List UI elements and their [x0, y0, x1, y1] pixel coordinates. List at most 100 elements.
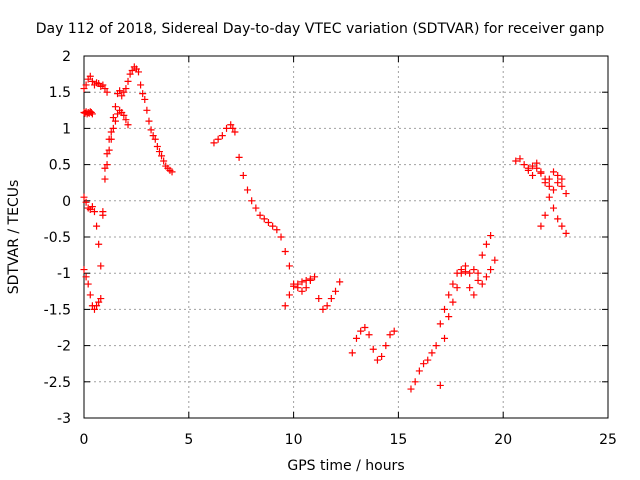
data-point — [145, 117, 153, 125]
data-point — [554, 215, 562, 223]
data-point — [134, 68, 142, 76]
data-point — [445, 313, 453, 321]
data-point — [285, 262, 293, 270]
data-point — [441, 334, 449, 342]
data-point — [457, 269, 465, 277]
data-point — [122, 116, 130, 124]
data-point — [107, 128, 115, 136]
series-pass-b — [80, 108, 96, 118]
data-point — [269, 222, 277, 230]
data-point — [487, 266, 495, 274]
data-point — [256, 211, 264, 219]
data-point — [520, 161, 528, 169]
data-point — [93, 222, 101, 230]
data-point — [545, 193, 553, 201]
data-point — [126, 70, 134, 78]
data-point — [306, 275, 314, 283]
axis-ticks: 0 5 10 15 20 25 -3 -2.5 -2 -1.5 -1 -0.5 0 0.5 1 1.5 2 — [44, 49, 617, 448]
data-point — [86, 291, 94, 299]
data-point — [153, 143, 161, 150]
x-tick-label: 20 — [494, 432, 512, 448]
data-point — [109, 124, 117, 132]
data-point — [229, 124, 237, 132]
data-point — [86, 72, 94, 80]
x-axis-label: GPS time / hours — [287, 458, 404, 474]
data-point — [491, 256, 499, 264]
data-point — [482, 240, 490, 248]
data-point — [558, 175, 566, 183]
data-point — [87, 108, 95, 116]
series-pass-f — [281, 275, 314, 310]
x-tick-label: 25 — [599, 432, 617, 448]
data-point — [149, 132, 157, 140]
data-point — [436, 320, 444, 328]
data-point — [311, 273, 319, 281]
data-point — [124, 121, 132, 129]
data-point — [111, 117, 119, 125]
y-tick-label: -1 — [57, 266, 71, 282]
data-point — [285, 291, 293, 299]
data-point — [243, 186, 251, 194]
data-point — [390, 327, 398, 335]
data-point — [103, 161, 111, 169]
data-point — [436, 381, 444, 389]
series-pass-d — [80, 106, 132, 313]
data-point — [466, 269, 474, 277]
data-point — [420, 360, 428, 368]
data-point — [231, 128, 239, 136]
data-point — [357, 327, 365, 335]
data-point — [298, 278, 306, 286]
data-point — [478, 251, 486, 259]
data-point — [235, 153, 243, 161]
data-point — [116, 87, 124, 95]
x-tick-label: 5 — [184, 432, 193, 448]
series-pass-k — [537, 193, 570, 237]
data-point — [537, 168, 545, 176]
data-point — [101, 85, 109, 93]
data-point — [302, 284, 310, 292]
data-point — [461, 262, 469, 270]
data-point — [428, 349, 436, 357]
data-point — [302, 276, 310, 284]
y-tick-label: -0.5 — [44, 230, 71, 246]
data-point — [239, 171, 247, 179]
data-point — [82, 81, 90, 89]
data-point — [512, 157, 520, 165]
data-point — [533, 159, 541, 167]
data-point — [120, 111, 128, 119]
data-point — [124, 77, 132, 85]
data-point — [482, 273, 490, 281]
data-point — [248, 197, 256, 205]
y-tick-label: -2.5 — [44, 375, 71, 391]
data-point — [327, 295, 335, 303]
data-point — [545, 182, 553, 190]
series-pass-a — [80, 72, 111, 96]
data-point — [210, 139, 218, 147]
data-point — [82, 273, 90, 281]
x-tick-label: 10 — [285, 432, 303, 448]
data-point — [141, 95, 149, 103]
series-pass-c — [80, 63, 176, 270]
series-pass-e — [210, 121, 344, 313]
data-points — [80, 63, 570, 393]
data-point — [122, 85, 130, 93]
data-point — [352, 334, 360, 342]
data-point — [168, 168, 176, 176]
grid — [84, 56, 608, 418]
data-point — [281, 247, 289, 255]
data-point — [218, 132, 226, 140]
data-point — [445, 291, 453, 299]
y-tick-label: -1.5 — [44, 302, 71, 318]
data-point — [332, 287, 340, 295]
data-point — [524, 164, 532, 172]
data-point — [558, 222, 566, 230]
data-point — [223, 124, 231, 132]
y-tick-label: -2 — [57, 339, 71, 355]
data-point — [80, 85, 88, 93]
data-point — [107, 135, 115, 143]
data-point — [88, 203, 96, 211]
data-point — [281, 302, 289, 310]
data-point — [424, 356, 432, 364]
y-tick-label: 0 — [62, 194, 71, 210]
